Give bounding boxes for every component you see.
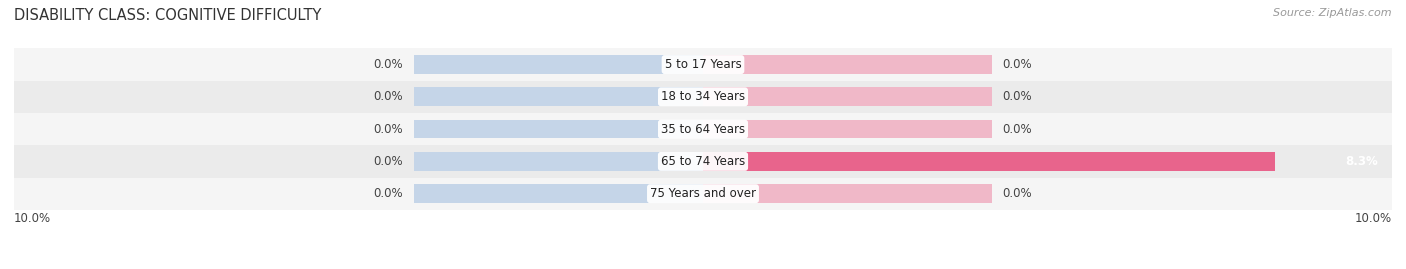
Text: 0.0%: 0.0% [1002, 58, 1032, 71]
Bar [703, 152, 993, 171]
Text: 75 Years and over: 75 Years and over [650, 187, 756, 200]
Bar [14, 145, 1392, 178]
Text: 0.0%: 0.0% [1002, 90, 1032, 103]
Bar [703, 87, 993, 106]
Bar [703, 55, 993, 74]
Bar [413, 184, 703, 203]
Bar [413, 120, 703, 139]
Bar [703, 184, 993, 203]
Legend: Male, Female: Male, Female [631, 264, 775, 269]
Bar [413, 152, 703, 171]
Bar [703, 152, 1275, 171]
Bar [14, 48, 1392, 81]
Text: 0.0%: 0.0% [1002, 123, 1032, 136]
Text: Source: ZipAtlas.com: Source: ZipAtlas.com [1274, 8, 1392, 18]
Text: 10.0%: 10.0% [14, 213, 51, 225]
Text: 0.0%: 0.0% [374, 123, 404, 136]
Bar [413, 55, 703, 74]
Text: 0.0%: 0.0% [1002, 187, 1032, 200]
Bar [413, 87, 703, 106]
Text: 35 to 64 Years: 35 to 64 Years [661, 123, 745, 136]
Text: 5 to 17 Years: 5 to 17 Years [665, 58, 741, 71]
Text: 0.0%: 0.0% [374, 155, 404, 168]
Text: 0.0%: 0.0% [374, 58, 404, 71]
Bar [14, 113, 1392, 145]
Bar [14, 178, 1392, 210]
Text: 8.3%: 8.3% [1346, 155, 1378, 168]
Text: 0.0%: 0.0% [374, 187, 404, 200]
Text: 65 to 74 Years: 65 to 74 Years [661, 155, 745, 168]
Bar [703, 120, 993, 139]
Bar [14, 81, 1392, 113]
Text: 0.0%: 0.0% [374, 90, 404, 103]
Text: 18 to 34 Years: 18 to 34 Years [661, 90, 745, 103]
Text: DISABILITY CLASS: COGNITIVE DIFFICULTY: DISABILITY CLASS: COGNITIVE DIFFICULTY [14, 8, 322, 23]
Text: 10.0%: 10.0% [1355, 213, 1392, 225]
